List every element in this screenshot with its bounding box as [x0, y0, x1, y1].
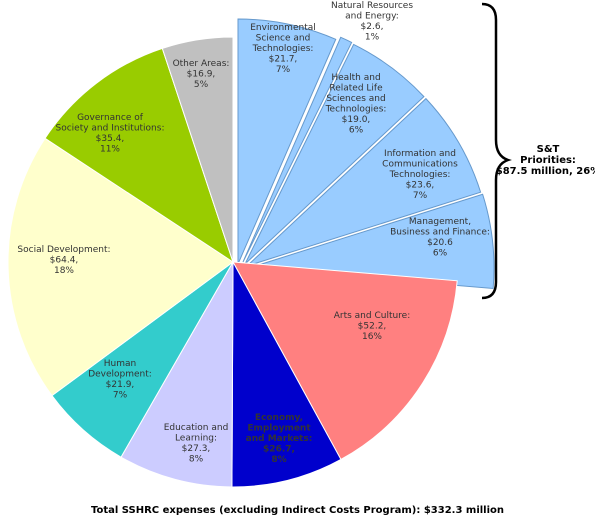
slice-label-line: Governance of	[77, 113, 144, 123]
slice-label-line: $20.6	[427, 238, 453, 248]
slice-label-line: Sciences and	[326, 94, 385, 104]
st-bracket-label: S&T Priorities: $87.5 million, 26%	[496, 144, 595, 177]
pie-slice-9	[7, 137, 234, 397]
pie-slice-2	[244, 43, 425, 265]
slice-label-11: Other Areas: $16.9, 5%	[173, 59, 230, 90]
slice-label-line: Science and	[256, 34, 311, 44]
slice-label-line: 7%	[276, 65, 291, 75]
slice-label-line: 1%	[365, 33, 380, 43]
slice-label-line: $35.4,	[96, 134, 125, 144]
slice-label-9: Social Development: $64.4, 18%	[17, 245, 110, 276]
slice-label-line: Business and Finance:	[390, 228, 490, 238]
pie-slice-11	[161, 36, 234, 263]
slice-label-4: Management, Business and Finance: $20.6 6%	[390, 217, 490, 259]
slice-label-line: Arts and Culture:	[334, 311, 411, 321]
slice-label-line: 6%	[349, 126, 364, 136]
slice-label-line: Human	[104, 359, 136, 369]
slice-label-line: Technologies:	[325, 105, 387, 115]
slice-label-line: $27.3,	[182, 444, 211, 454]
st-bracket-label-line: $87.5 million, 26%	[496, 166, 595, 177]
slice-label-0: Environmental Science and Technologies: $21…	[250, 23, 315, 75]
slice-label-line: Social Development:	[17, 245, 110, 255]
slice-label-line: Economy,	[255, 413, 303, 423]
pie-slice-4	[248, 193, 495, 290]
pie-slice-1	[242, 36, 353, 263]
pie-slice-10	[44, 47, 234, 264]
slice-label-7: Education and Learning: $27.3, 8%	[164, 423, 229, 465]
slice-label-8: Human Development: $21.9, 7%	[88, 359, 152, 401]
slice-label-line: $23.6,	[406, 181, 435, 191]
slice-label-line: Learning:	[175, 434, 217, 444]
pie-slice-3	[246, 97, 482, 267]
slice-label-line: Employment	[247, 424, 311, 434]
slice-label-line: $21.7,	[269, 55, 298, 65]
slice-label-line: Information and	[384, 149, 456, 159]
slice-label-line: Communications	[382, 160, 458, 170]
pie-slice-7	[120, 260, 234, 488]
slice-label-line: 7%	[113, 391, 128, 401]
slice-label-line: Development:	[88, 370, 152, 380]
slice-label-5: Arts and Culture: $52.2, 16%	[334, 311, 411, 342]
slice-label-line: $19.0,	[342, 115, 371, 125]
slice-label-line: Technologies:	[252, 44, 314, 54]
pie-slice-0	[237, 18, 337, 265]
slice-label-line: Environmental	[250, 23, 315, 33]
slice-label-line: $21.9,	[106, 380, 135, 390]
slice-label-6: Economy, Employment and Markets: $26.7, 8%	[246, 413, 313, 465]
slice-label-line: 11%	[100, 145, 120, 155]
slice-label-line: 16%	[362, 332, 382, 342]
slice-label-line: and Energy:	[345, 12, 399, 22]
slice-label-10: Governance of Society and Institutions: $3…	[56, 113, 165, 155]
slice-label-line: $26.7,	[263, 445, 295, 455]
slice-label-line: and Markets:	[246, 434, 313, 444]
slice-label-line: Society and Institutions:	[56, 124, 165, 134]
slice-label-line: 8%	[189, 455, 204, 465]
slice-label-line: 6%	[433, 249, 448, 259]
chart-footer: Total SSHRC expenses (excluding Indirect…	[90, 505, 505, 516]
slice-label-line: $2.6,	[361, 22, 384, 32]
pie-slice-6	[231, 261, 342, 488]
slice-label-line: Health and	[331, 73, 380, 83]
st-bracket	[481, 2, 512, 300]
slice-label-line: Related Life	[329, 84, 383, 94]
slice-label-line: Technologies:	[389, 170, 451, 180]
slice-label-line: 8%	[271, 455, 286, 465]
slice-label-line: Other Areas:	[173, 59, 230, 69]
slice-label-2: Health and Related Life Sciences and Techno…	[325, 73, 387, 136]
slice-label-line: Management,	[409, 217, 471, 227]
pie-slice-5	[232, 261, 458, 461]
slice-label-line: 5%	[194, 80, 209, 90]
slice-label-line: Natural Resources	[331, 1, 413, 11]
slice-label-line: 18%	[54, 266, 74, 276]
slice-label-line: Education and	[164, 423, 229, 433]
slice-label-line: $64.4,	[50, 256, 79, 266]
slice-label-line: 7%	[413, 191, 428, 201]
st-bracket-label-line: Priorities:	[520, 155, 576, 166]
slice-label-3: Information and Communications Technologie…	[382, 149, 458, 201]
slice-label-1: Natural Resources and Energy: $2.6, 1%	[331, 1, 413, 43]
slice-label-line: $16.9,	[187, 70, 216, 80]
slice-label-line: $52.2,	[358, 322, 387, 332]
st-bracket-label-line: S&T	[537, 144, 560, 155]
